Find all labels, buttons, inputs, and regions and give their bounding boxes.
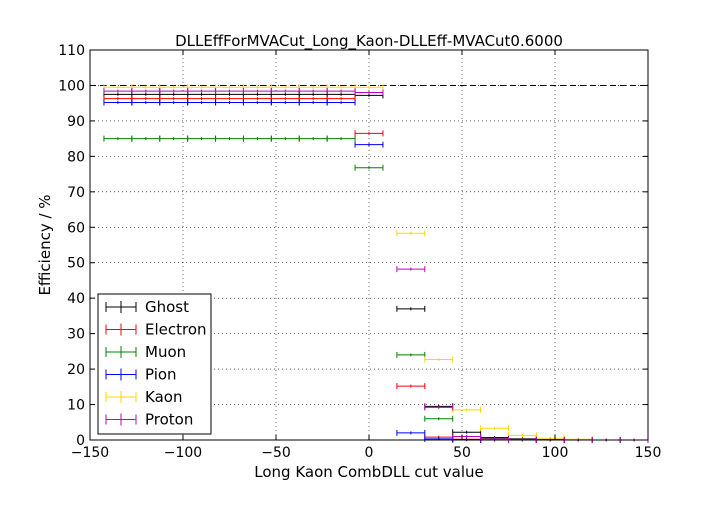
- legend-label: Muon: [145, 343, 186, 361]
- x-axis-title: Long Kaon CombDLL cut value: [254, 463, 483, 481]
- legend-label: Pion: [145, 366, 177, 384]
- legend-box: [97, 293, 212, 435]
- y-tick-label: 90: [67, 114, 85, 130]
- x-tick-label: −150: [71, 445, 109, 461]
- y-tick-label: 20: [67, 362, 85, 378]
- x-tick-label: −100: [164, 445, 202, 461]
- grid: [89, 49, 649, 441]
- y-axis-title: Efficiency / %: [36, 194, 54, 295]
- y-tick-label: 50: [67, 256, 85, 272]
- x-tick-label: 150: [635, 445, 662, 461]
- legend-label: Electron: [145, 321, 207, 339]
- legend-label: Kaon: [145, 388, 182, 406]
- legend-item-kaon: Kaon: [105, 388, 182, 406]
- y-tick-label: 70: [67, 185, 85, 201]
- legend-item-pion: Pion: [105, 366, 177, 384]
- x-tick-label: 0: [365, 445, 374, 461]
- legend: Ghost Electron Muon Pion Kaon Proton: [97, 293, 212, 435]
- legend-label: Proton: [145, 411, 193, 429]
- y-tick-label: 40: [67, 291, 85, 307]
- y-tick-label: 110: [58, 43, 85, 59]
- axis-ticks: −150 −100 −50 0 50 100 150 0 10 20 30 40 50 60 70 80 90 1…: [58, 43, 661, 461]
- x-tick-label: −50: [261, 445, 291, 461]
- legend-item-ghost: Ghost: [105, 298, 189, 316]
- y-tick-label: 30: [67, 327, 85, 343]
- y-tick-label: 10: [67, 398, 85, 414]
- x-tick-label: 50: [453, 445, 471, 461]
- legend-item-electron: Electron: [105, 321, 207, 339]
- y-tick-label: 60: [67, 220, 85, 236]
- legend-item-muon: Muon: [105, 343, 186, 361]
- chart-title: DLLEffForMVACut_Long_Kaon-DLLEff-MVACut0…: [175, 32, 563, 51]
- y-tick-label: 100: [58, 78, 85, 94]
- y-tick-label: 0: [76, 433, 85, 449]
- legend-label: Ghost: [145, 298, 189, 316]
- legend-item-proton: Proton: [105, 411, 193, 429]
- y-tick-label: 80: [67, 149, 85, 165]
- x-tick-label: 100: [542, 445, 569, 461]
